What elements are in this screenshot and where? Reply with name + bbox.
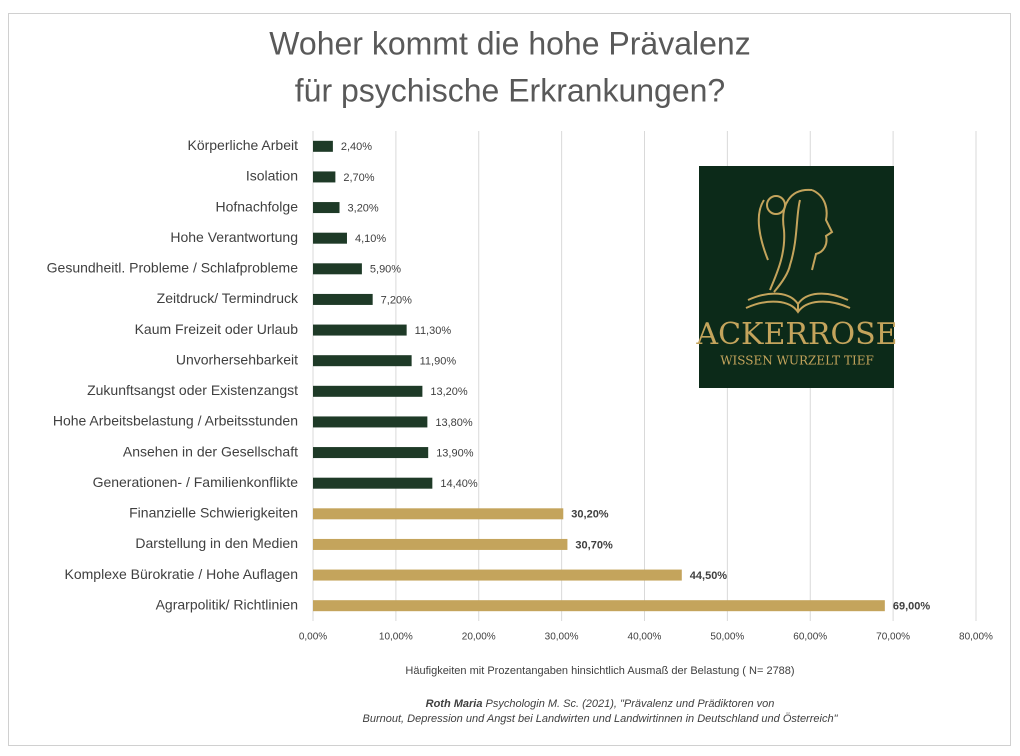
logo-illustration	[745, 188, 851, 314]
bar	[313, 600, 885, 612]
bar	[313, 416, 428, 428]
logo: ACKERROSE WISSEN WURZELT TIEF	[695, 166, 898, 388]
bar	[313, 232, 347, 244]
bar	[313, 263, 362, 275]
bar	[313, 508, 564, 520]
y-tick-label: Unvorhersehbarkeit	[176, 351, 298, 367]
source-text: Burnout, Depression und Angst bei Landwi…	[363, 713, 839, 725]
bar	[313, 171, 336, 183]
x-axis-label: Häufigkeiten mit Prozentangaben hinsicht…	[405, 665, 794, 677]
data-label: 44,50%	[690, 570, 728, 582]
y-tick-label: Generationen- / Familienkonflikte	[93, 474, 299, 490]
x-tick-label: 60,00%	[793, 632, 827, 643]
y-tick-label: Agrarpolitik/ Richtlinien	[156, 596, 298, 612]
logo-name: ACKERROSE	[695, 317, 897, 352]
y-tick-label: Ansehen in der Gesellschaft	[123, 443, 298, 459]
bar	[313, 140, 333, 152]
data-label: 14,40%	[440, 478, 478, 490]
source: Roth Maria Psychologin M. Sc. (2021), "P…	[426, 698, 775, 710]
y-tick-label: Hohe Arbeitsbelastung / Arbeitsstunden	[53, 413, 298, 429]
data-label: 11,30%	[415, 325, 452, 337]
y-tick-label: Zukunftsangst oder Existenzangst	[87, 382, 298, 398]
y-tick-label: Kaum Freizeit oder Urlaub	[135, 321, 299, 337]
x-tick-label: 80,00%	[959, 632, 993, 643]
x-tick-label: 30,00%	[545, 632, 579, 643]
x-tick-label: 0,00%	[299, 632, 327, 643]
y-tick-label: Finanzielle Schwierigkeiten	[129, 505, 298, 521]
data-label: 13,80%	[435, 417, 473, 429]
y-tick-label: Zeitdruck/ Termindruck	[157, 290, 299, 306]
x-tick-label: 10,00%	[379, 632, 413, 643]
x-tick-label: 50,00%	[710, 632, 744, 643]
source-author: Roth Maria	[426, 698, 483, 710]
y-tick-label: Hohe Verantwortung	[170, 229, 298, 245]
data-label: 2,40%	[341, 141, 372, 153]
data-label: 30,70%	[575, 539, 613, 551]
data-label: 30,20%	[571, 509, 609, 521]
bar	[313, 538, 568, 550]
y-tick-label: Darstellung in den Medien	[135, 535, 298, 551]
y-tick-label: Komplexe Bürokratie / Hohe Auflagen	[65, 566, 298, 582]
logo-tagline: WISSEN WURZELT TIEF	[720, 354, 874, 368]
bar	[313, 385, 423, 397]
data-label: 4,10%	[355, 233, 386, 245]
y-tick-label: Körperliche Arbeit	[187, 137, 298, 153]
bar	[313, 202, 340, 214]
chart-title: für psychische Erkrankungen?	[295, 72, 725, 108]
data-label: 13,90%	[436, 447, 474, 459]
x-tick-label: 20,00%	[462, 632, 496, 643]
y-tick-label: Isolation	[246, 168, 298, 184]
bar	[313, 447, 429, 459]
bar	[313, 324, 407, 336]
bar	[313, 477, 433, 489]
x-tick-label: 40,00%	[628, 632, 662, 643]
data-label: 2,70%	[343, 172, 374, 184]
data-label: 7,20%	[381, 294, 412, 306]
logo-background	[699, 166, 894, 388]
data-label: 69,00%	[893, 601, 931, 613]
y-tick-label: Gesundheitl. Probleme / Schlafprobleme	[47, 260, 299, 276]
data-label: 13,20%	[430, 386, 468, 398]
bar	[313, 355, 412, 367]
y-tick-label: Hofnachfolge	[215, 198, 298, 214]
data-label: 5,90%	[370, 264, 401, 276]
x-tick-label: 70,00%	[876, 632, 910, 643]
bar	[313, 569, 682, 581]
bar	[313, 293, 373, 305]
data-label: 11,90%	[420, 356, 457, 368]
data-label: 3,20%	[348, 202, 379, 214]
source-text: Psychologin M. Sc. (2021), "Prävalenz un…	[482, 698, 774, 710]
chart-title: Woher kommt die hohe Prävalenz	[269, 25, 750, 61]
